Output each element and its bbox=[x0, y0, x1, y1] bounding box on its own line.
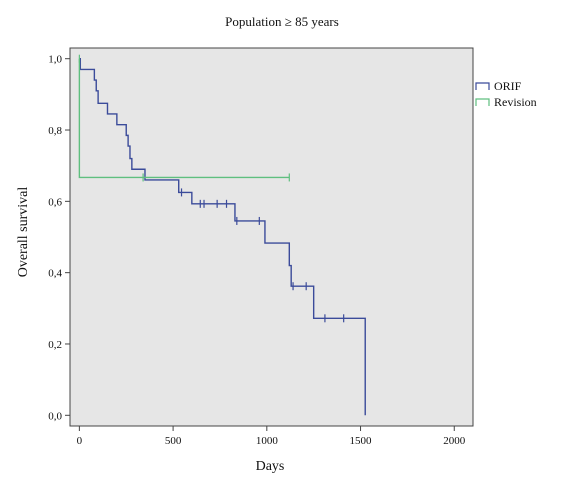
y-tick-label: 0,2 bbox=[48, 339, 62, 351]
plot-area bbox=[69, 47, 474, 427]
x-axis: 0 500 1000 1500 2000 bbox=[77, 426, 466, 447]
y-axis-label: Overall survival bbox=[16, 187, 31, 278]
x-tick-label: 1500 bbox=[350, 435, 373, 447]
chart-title: Population ≥ 85 years bbox=[225, 14, 339, 29]
series-line-revision bbox=[78, 58, 290, 179]
x-tick-label: 2000 bbox=[443, 435, 466, 447]
series-layer bbox=[78, 54, 366, 416]
legend: ORIF Revision bbox=[475, 79, 537, 109]
legend-swatch-orif bbox=[475, 82, 490, 90]
y-tick-label: 0,4 bbox=[48, 268, 62, 280]
series-line-orif bbox=[79, 57, 366, 416]
y-tick-label: 0,0 bbox=[48, 410, 62, 422]
x-tick-label: 1000 bbox=[256, 435, 279, 447]
x-tick-label: 0 bbox=[77, 435, 83, 447]
y-tick-label: 0,8 bbox=[48, 125, 62, 137]
x-tick-label: 500 bbox=[165, 435, 182, 447]
legend-swatch-revision bbox=[475, 98, 490, 106]
legend-label-orif: ORIF bbox=[494, 79, 522, 93]
y-tick-label: 1,0 bbox=[48, 54, 62, 66]
legend-label-revision: Revision bbox=[494, 95, 537, 109]
y-axis: 0,0 0,2 0,4 0,6 0,8 1,0 bbox=[48, 54, 70, 422]
y-tick-label: 0,6 bbox=[48, 196, 62, 208]
x-axis-label: Days bbox=[256, 459, 285, 474]
